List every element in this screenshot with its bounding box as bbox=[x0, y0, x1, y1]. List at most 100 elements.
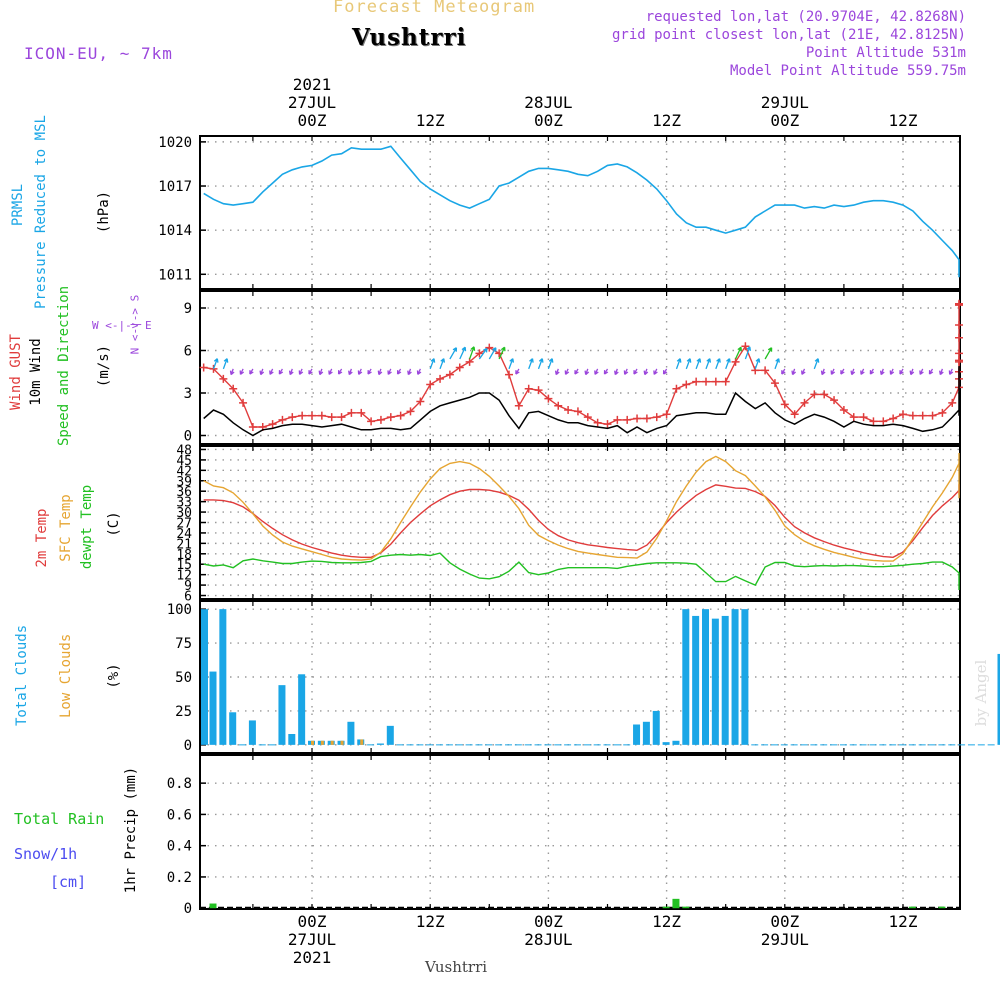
wind-arrow bbox=[764, 347, 773, 360]
panel-frame bbox=[199, 600, 961, 754]
panel-frame bbox=[199, 135, 961, 290]
station-title: Vushtrri bbox=[352, 24, 467, 51]
wind-arrow bbox=[328, 368, 333, 375]
y-tick-label: 0 bbox=[184, 429, 192, 445]
snow-label: Snow/1h bbox=[14, 845, 78, 863]
cloud-bar-low bbox=[330, 740, 334, 745]
gust-marker bbox=[544, 394, 553, 403]
cloud-bar-low bbox=[360, 739, 364, 745]
wind-arrow bbox=[498, 346, 506, 360]
wind-arrow bbox=[269, 368, 274, 375]
gust-marker bbox=[682, 380, 691, 389]
wind-arrow bbox=[528, 358, 534, 370]
wind-arrow bbox=[734, 346, 742, 360]
gust-marker bbox=[406, 407, 415, 416]
time-axis-label: 29JUL bbox=[760, 930, 809, 949]
y-tick-label: 39 bbox=[176, 475, 192, 490]
time-axis-label: 00Z bbox=[770, 111, 800, 130]
gust-marker bbox=[396, 411, 405, 420]
cloud-bar-total bbox=[219, 609, 227, 745]
gust-marker bbox=[731, 357, 740, 366]
wind-arrow bbox=[830, 368, 836, 375]
requested-coords: requested lon,lat (20.9704E, 42.8268N) bbox=[645, 9, 966, 25]
gust-marker bbox=[485, 343, 494, 352]
wind-arrow bbox=[662, 368, 668, 375]
gust-marker bbox=[790, 410, 799, 419]
wind-arrow bbox=[919, 368, 924, 375]
wind-arrow bbox=[278, 368, 284, 375]
panel-frame bbox=[199, 290, 961, 445]
wind-arrow bbox=[318, 368, 324, 376]
gust-marker bbox=[564, 406, 573, 414]
gust-marker bbox=[908, 411, 917, 420]
gust-marker bbox=[573, 407, 582, 416]
wind-arrow bbox=[705, 358, 712, 370]
y-tick-label: 1017 bbox=[158, 179, 192, 195]
gust-marker bbox=[603, 420, 612, 429]
gust-marker bbox=[613, 415, 622, 424]
series-line-2m-temp bbox=[203, 484, 960, 559]
y-tick-label: 6 bbox=[184, 344, 192, 360]
gust-marker bbox=[475, 349, 484, 358]
time-axis-label: 27JUL bbox=[287, 93, 337, 112]
gust-marker bbox=[534, 386, 543, 395]
wind-arrow bbox=[675, 358, 682, 370]
y-tick-label: 1014 bbox=[158, 223, 192, 239]
gust-marker bbox=[859, 413, 868, 422]
gust-marker bbox=[955, 321, 963, 329]
gust-marker bbox=[465, 357, 474, 366]
cloud-bar-total bbox=[376, 743, 384, 745]
gust-marker bbox=[938, 408, 947, 417]
gust-marker bbox=[248, 423, 257, 431]
gust-marker bbox=[692, 377, 701, 386]
gust-marker bbox=[199, 363, 208, 372]
wind-arrow bbox=[614, 368, 619, 376]
wind-arrow bbox=[429, 358, 436, 370]
wind-arrow bbox=[357, 368, 363, 375]
cloud-bar-low bbox=[340, 740, 344, 745]
wind-arrow bbox=[643, 368, 649, 376]
y-tick-label: 1020 bbox=[158, 135, 192, 151]
gust-marker bbox=[455, 363, 464, 372]
precip-bar-rain bbox=[672, 898, 680, 909]
cloud-bar-total bbox=[248, 720, 256, 745]
time-axis-label: 2021 bbox=[292, 75, 332, 94]
wind-arrow bbox=[889, 368, 895, 375]
gust-marker bbox=[239, 398, 248, 407]
gust-marker bbox=[288, 413, 297, 422]
wind-arrow bbox=[801, 368, 806, 375]
cloud-bar-total bbox=[741, 609, 749, 745]
cloud-bar-total bbox=[209, 671, 217, 745]
gust-marker bbox=[583, 413, 592, 422]
gust-marker bbox=[298, 411, 307, 420]
cloud-bar-total bbox=[642, 721, 650, 745]
wind-arrow bbox=[396, 368, 402, 375]
gust-marker bbox=[268, 420, 277, 429]
wind-arrow bbox=[774, 358, 780, 370]
gust-marker bbox=[820, 390, 829, 399]
cloud-bar-low bbox=[320, 740, 324, 745]
wind-arrow bbox=[850, 368, 856, 376]
wind-arrow bbox=[249, 368, 254, 375]
y-tick-label: 36 bbox=[176, 485, 192, 500]
wind-arrow bbox=[337, 368, 343, 375]
wind-arrow bbox=[840, 368, 845, 375]
y-tick-label: 24 bbox=[176, 527, 192, 542]
wind-arrow bbox=[407, 368, 412, 376]
precip-bar-rain bbox=[908, 906, 916, 909]
cloud-bar-total bbox=[652, 710, 660, 745]
wind-arrow bbox=[367, 368, 372, 375]
gust-marker bbox=[830, 396, 839, 405]
panel-frame bbox=[199, 445, 961, 600]
time-axis-label: 00Z bbox=[297, 111, 327, 130]
gust-marker bbox=[879, 417, 888, 426]
cloud-bar-total bbox=[702, 609, 709, 745]
gust-marker bbox=[662, 410, 671, 419]
cloud-bar-total bbox=[711, 618, 719, 745]
snow-unit: [cm] bbox=[50, 873, 87, 891]
wind-arrow bbox=[695, 358, 702, 370]
time-axis-label: 12Z bbox=[888, 111, 918, 130]
wind-arrow bbox=[879, 368, 885, 376]
gust-marker bbox=[948, 398, 957, 407]
